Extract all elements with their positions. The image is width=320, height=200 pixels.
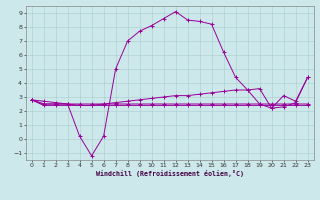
X-axis label: Windchill (Refroidissement éolien,°C): Windchill (Refroidissement éolien,°C)	[96, 170, 244, 177]
